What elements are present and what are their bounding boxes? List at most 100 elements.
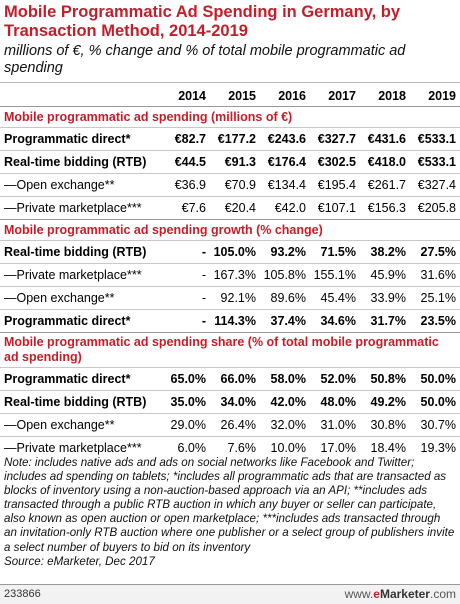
chart-subtitle: millions of €, % change and % of total m… [4,43,406,76]
cell-value: - [166,240,210,264]
footer-bar: 233866 www.eMarketer.com [0,584,460,604]
cell-value: €7.6 [166,196,210,220]
source-text: Source: eMarketer, Dec 2017 [4,554,155,568]
table-row: Real-time bidding (RTB) -105.0% 93.2% 71.5%… [0,240,460,264]
cell-value: €107.1 [310,196,360,220]
cell-value: 89.6% [260,286,310,310]
cell-value: 167.3% [210,263,260,287]
cell-value: €176.4 [260,150,310,174]
table-row: —Open exchange** €36.9 €70.9 €134.4 €195.4 €2… [0,173,460,197]
chart-title: Mobile Programmatic Ad Spending in Germa… [4,3,401,40]
cell-value: 50.0% [410,367,460,391]
cell-value: 30.8% [360,413,410,437]
cell-value: €431.6 [360,127,410,151]
row-label: —Private marketplace*** [0,436,166,459]
cell-value: 50.0% [410,390,460,414]
cell-value: 65.0% [166,367,210,391]
table-body: Mobile programmatic ad spending (million… [0,106,460,459]
cell-value: 23.5% [410,309,460,333]
cell-value: €44.5 [166,150,210,174]
year-header: 2019 [428,89,456,103]
footnote-text: Note: includes native ads and ads on soc… [4,456,455,554]
cell-value: 105.0% [210,240,260,264]
cell-value: 33.9% [360,286,410,310]
cell-value: €243.6 [260,127,310,151]
cell-value: 58.0% [260,367,310,391]
cell-value: - [166,286,210,310]
table-row: —Open exchange** 29.0% 26.4% 32.0% 31.0% 30.8… [0,413,460,437]
row-label: —Open exchange** [0,286,166,310]
brand-prefix: www. [344,587,374,601]
brand-suffix: .com [429,587,456,601]
cell-value: 6.0% [166,436,210,459]
cell-value: €20.4 [210,196,260,220]
cell-value: €36.9 [166,173,210,197]
row-label: —Private marketplace*** [0,196,166,220]
cell-value: 37.4% [260,309,310,333]
cell-value: €327.4 [410,173,460,197]
cell-value: 25.1% [410,286,460,310]
cell-value: 18.4% [360,436,410,459]
row-label: —Open exchange** [0,413,166,437]
cell-value: - [166,309,210,333]
cell-value: 105.8% [260,263,310,287]
cell-value: 34.0% [210,390,260,414]
cell-value: €533.1 [410,127,460,151]
table-row: —Open exchange** -92.1% 89.6% 45.4% 33.9% 25.… [0,286,460,310]
cell-value: 26.4% [210,413,260,437]
year-header: 2016 [278,89,306,103]
cell-value: €70.9 [210,173,260,197]
cell-value: 10.0% [260,436,310,459]
cell-value: 48.0% [310,390,360,414]
cell-value: 42.0% [260,390,310,414]
year-header: 2017 [328,89,356,103]
cell-value: 66.0% [210,367,260,391]
cell-value: €205.8 [410,196,460,220]
cell-value: 29.0% [166,413,210,437]
chart-id: 233866 [4,588,41,600]
cell-value: 19.3% [410,436,460,459]
cell-value: 45.9% [360,263,410,287]
row-label: Programmatic direct* [0,127,166,151]
row-label: Programmatic direct* [0,367,166,391]
year-header-row: 2014 2015 2016 2017 2018 2019 [0,86,460,107]
cell-value: 93.2% [260,240,310,264]
cell-value: €156.3 [360,196,410,220]
top-divider [0,82,460,83]
row-label: Real-time bidding (RTB) [0,150,166,174]
section-heading: Mobile programmatic ad spending share (%… [0,332,460,368]
table-row: —Private marketplace*** -167.3% 105.8% 155.… [0,263,460,287]
row-label: Real-time bidding (RTB) [0,390,166,414]
table-row: Real-time bidding (RTB) €44.5 €91.3 €176.4 €… [0,150,460,174]
cell-value: 31.0% [310,413,360,437]
cell-value: 34.6% [310,309,360,333]
row-label: —Private marketplace*** [0,263,166,287]
cell-value: 17.0% [310,436,360,459]
cell-value: 114.3% [210,309,260,333]
cell-value: 92.1% [210,286,260,310]
cell-value: 31.7% [360,309,410,333]
cell-value: 52.0% [310,367,360,391]
table-row: Programmatic direct* 65.0% 66.0% 58.0% 52.0%… [0,367,460,391]
row-label: Programmatic direct* [0,309,166,333]
cell-value: 71.5% [310,240,360,264]
data-table: 2014 2015 2016 2017 2018 2019 Mobile pro… [0,86,460,459]
section-heading: Mobile programmatic ad spending growth (… [0,219,460,241]
cell-value: 50.8% [360,367,410,391]
cell-value: €533.1 [410,150,460,174]
cell-value: 49.2% [360,390,410,414]
cell-value: €134.4 [260,173,310,197]
table-row: Real-time bidding (RTB) 35.0% 34.0% 42.0% 48… [0,390,460,414]
row-label: Real-time bidding (RTB) [0,240,166,264]
cell-value: 35.0% [166,390,210,414]
cell-value: €195.4 [310,173,360,197]
table-row: —Private marketplace*** €7.6 €20.4 €42.0 €10… [0,196,460,220]
cell-value: €42.0 [260,196,310,220]
year-header: 2015 [228,89,256,103]
section-heading-row: Mobile programmatic ad spending (million… [0,106,460,128]
section-heading: Mobile programmatic ad spending (million… [0,106,460,128]
cell-value: 27.5% [410,240,460,264]
table-row: Programmatic direct* €82.7 €177.2 €243.6 €32… [0,127,460,151]
row-label: —Open exchange** [0,173,166,197]
